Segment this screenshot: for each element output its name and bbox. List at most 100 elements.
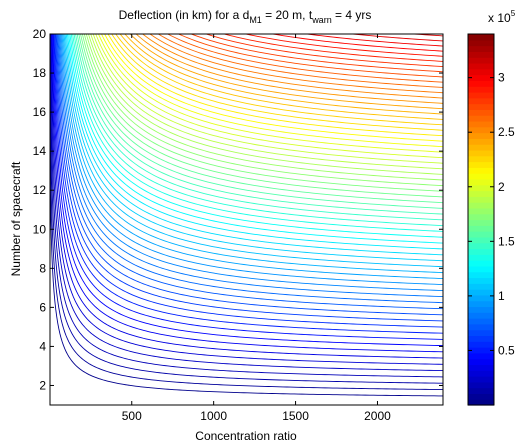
colorbar-swatch [468,57,494,64]
colorbar-swatch [468,242,494,250]
contour-line [119,34,443,120]
colorbar-swatch [468,207,494,215]
colorbar-swatch [468,115,494,122]
colorbar-swatch [468,294,494,302]
contour-line [69,34,443,238]
contour-line [50,97,443,397]
x-tick-label: 1500 [282,409,309,423]
y-tick-label: 20 [33,27,47,41]
colorbar-tick-label: 2 [498,180,505,194]
colorbar-swatch [468,97,494,105]
colorbar-swatch [468,271,494,279]
contour-line [56,34,443,316]
y-axis-ticks: 2 4 6 8 10 12 14 16 18 20 [33,27,443,392]
contour-line [90,34,443,170]
contour-line [166,34,443,83]
contour-line [157,34,443,88]
contour-line [80,34,443,198]
contour-line [64,34,443,262]
contour-line [76,34,443,209]
y-tick-label: 10 [33,222,47,236]
y-tick-label: 4 [39,339,46,353]
contour-lines [50,34,443,397]
contour-line [149,34,443,94]
contour-line [60,34,443,286]
colorbar-ticks: 0.5 1 1.5 2 2.5 3 [468,71,515,357]
colorbar-multiplier: x 105 [488,9,516,25]
colorbar-frame [467,33,495,406]
contour-line [129,34,443,110]
colorbar-swatch [468,213,494,221]
colorbar-swatch [468,149,494,157]
colorbar-swatch [468,161,494,168]
colorbar-swatch [468,387,494,395]
colorbar-swatch [468,358,494,366]
contour-line [124,34,443,115]
y-tick-label: 14 [33,144,47,158]
contour-line [75,34,443,215]
colorbar-swatch [468,236,494,244]
x-axis-label: Concentration ratio [195,429,297,443]
contour-line [66,34,443,250]
contour-line [70,34,443,232]
contour-line [63,34,443,268]
colorbar-swatch [468,39,494,47]
contour-line [57,34,443,304]
contour-line [73,34,443,221]
y-tick-label: 2 [39,378,46,392]
x-tick-label: 2000 [364,409,391,423]
colorbar-swatch [468,74,494,81]
colorbar-swatch [468,289,494,296]
contour-line [104,34,443,142]
contour-line [59,34,443,292]
colorbar-swatch [468,381,494,389]
colorbar-swatch [468,225,494,232]
colorbar-swatch [468,341,494,348]
colorbar-swatch [468,219,494,226]
contour-line [51,34,443,359]
contour-line [50,34,443,384]
contour-line [68,34,443,244]
colorbar-tick-label: 1.5 [498,234,515,248]
colorbar-exponent: 5 [511,9,516,18]
contour-line [61,34,443,280]
contour-line [81,34,443,192]
colorbar-swatch [468,364,494,371]
colorbar-swatch [468,126,494,134]
colorbar-swatch [468,300,494,308]
plot-frame [49,33,444,406]
colorbar-swatch [468,393,494,400]
colorbar-swatch [468,155,494,163]
contour-line [51,34,443,353]
contour-line [204,34,443,68]
contour-line [72,34,443,227]
colorbar [468,34,494,406]
chart-title: Deflection (in km) for a dM1 = 20 m, twa… [119,8,372,25]
colorbar-swatch [468,34,494,41]
contour-line [53,34,443,340]
colorbar-swatch [468,144,494,151]
colorbar-swatch [468,265,494,273]
contour-line [141,34,443,99]
colorbar-tick-label: 1 [498,289,505,303]
contour-line [222,34,443,62]
contour-line [57,34,443,310]
contour-line [303,34,443,47]
y-tick-label: 8 [39,261,46,275]
colorbar-swatch [468,196,494,203]
contour-line [54,34,443,328]
y-axis-label: Number of spacecraft [9,161,23,276]
contour-line [58,34,443,298]
colorbar-swatch [468,80,494,87]
colorbar-swatch [468,254,494,261]
contour-line [50,34,443,391]
contour-line [190,34,443,73]
plot-area [50,34,443,405]
colorbar-swatch [468,260,494,267]
colorbar-swatch [468,370,494,377]
contour-line [52,34,443,347]
colorbar-swatch [468,167,494,174]
contour-line [88,34,443,175]
colorbar-swatch [468,86,494,93]
colorbar-swatch [468,283,494,290]
